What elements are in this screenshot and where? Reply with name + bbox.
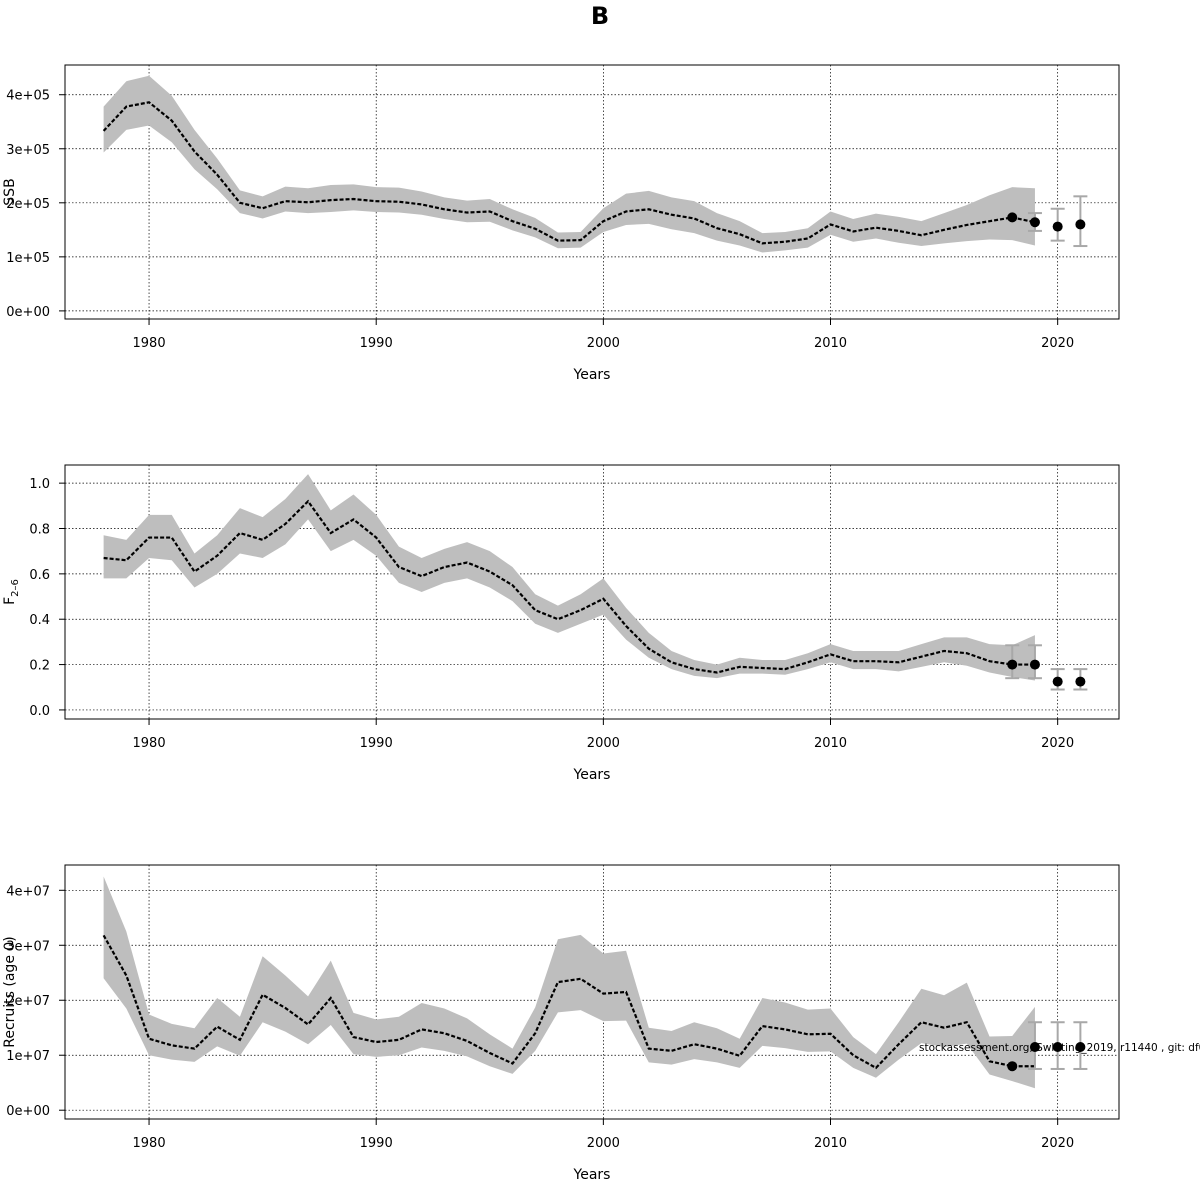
confidence-band <box>103 75 1035 253</box>
forecast-point <box>1029 659 1040 670</box>
y-axis-title: Recruits (age 0) <box>2 936 18 1048</box>
y-tick-label: 4e+07 <box>6 884 50 899</box>
x-tick-label: 1990 <box>360 336 393 351</box>
panel-1: 1980 1990 2000 2010 2020 0e+00 1e+05 2e+05 3e+05… <box>2 64 1120 383</box>
forecast-point <box>1075 219 1086 230</box>
y-axis-title: F2–6 <box>2 579 21 605</box>
y-tick-label: 0.0 <box>29 704 50 719</box>
y-axis-title: SSB <box>2 178 18 205</box>
page-title: B <box>590 2 610 30</box>
x-tick-label: 1980 <box>133 1136 166 1151</box>
y-tick-label: 0.4 <box>29 613 50 628</box>
forecast-point <box>1075 1041 1086 1052</box>
plot-frame <box>64 64 1120 320</box>
y-tick-label: 2e+05 <box>6 197 50 212</box>
estimate-line <box>102 101 1036 245</box>
x-tick-label: 1990 <box>360 736 393 751</box>
x-axis-title: Years <box>573 1167 611 1183</box>
y-tick-label: 3e+07 <box>6 939 50 954</box>
plot-frame <box>64 464 1120 720</box>
x-tick-label: 2000 <box>587 736 620 751</box>
forecast-point <box>1007 659 1018 670</box>
forecast-point <box>1007 1061 1018 1072</box>
x-axis-title: Years <box>573 367 611 383</box>
x-tick-label: 2020 <box>1041 1136 1074 1151</box>
y-tick-label: 1.0 <box>29 477 50 492</box>
confidence-band <box>103 876 1035 1089</box>
x-tick-label: 1990 <box>360 1136 393 1151</box>
x-tick-label: 2000 <box>587 336 620 351</box>
forecast-point <box>1007 212 1018 223</box>
y-tick-label: 2e+07 <box>6 994 50 1009</box>
y-tick-label: 3e+05 <box>6 143 50 158</box>
y-tick-label: 1e+05 <box>6 251 50 266</box>
x-tick-label: 1980 <box>133 736 166 751</box>
x-tick-label: 2000 <box>587 1136 620 1151</box>
y-tick-label: 0.8 <box>29 523 50 538</box>
y-tick-label: 4e+05 <box>6 89 50 104</box>
forecast-point <box>1052 676 1063 687</box>
x-tick-label: 2010 <box>814 1136 847 1151</box>
x-axis-title: Years <box>573 767 611 783</box>
panel-3: 1980 1990 2000 2010 2020 0e+00 1e+07 2e+07 3e+07… <box>2 864 1120 1183</box>
panel-2: 1980 1990 2000 2010 2020 0.0 0.2 0.4 0.6 0.8 1.0 Ye… <box>2 464 1120 783</box>
forecast-point <box>1029 1041 1040 1052</box>
y-tick-label: 1e+07 <box>6 1049 50 1064</box>
footnote: stockassessment.org, Swhiting_2019, r114… <box>919 1042 1200 1054</box>
estimate-line <box>102 934 1035 1070</box>
forecast-point <box>1052 221 1063 232</box>
plot-frame <box>64 864 1120 1120</box>
y-tick-label: 0e+00 <box>6 1104 50 1119</box>
estimate-line <box>103 499 1035 674</box>
x-tick-label: 2010 <box>814 736 847 751</box>
y-axis-title-subscript: 2–6 <box>10 579 21 597</box>
x-tick-label: 2010 <box>814 336 847 351</box>
y-tick-label: 0.2 <box>29 659 50 674</box>
confidence-band <box>103 474 1035 681</box>
y-tick-label: 0.6 <box>29 568 50 583</box>
forecast-point <box>1075 676 1086 687</box>
x-tick-label: 2020 <box>1041 336 1074 351</box>
x-tick-label: 2020 <box>1041 736 1074 751</box>
forecast-point <box>1029 217 1040 228</box>
forecast-point <box>1052 1041 1063 1052</box>
y-tick-label: 0e+00 <box>6 305 50 320</box>
x-tick-label: 1980 <box>133 336 166 351</box>
